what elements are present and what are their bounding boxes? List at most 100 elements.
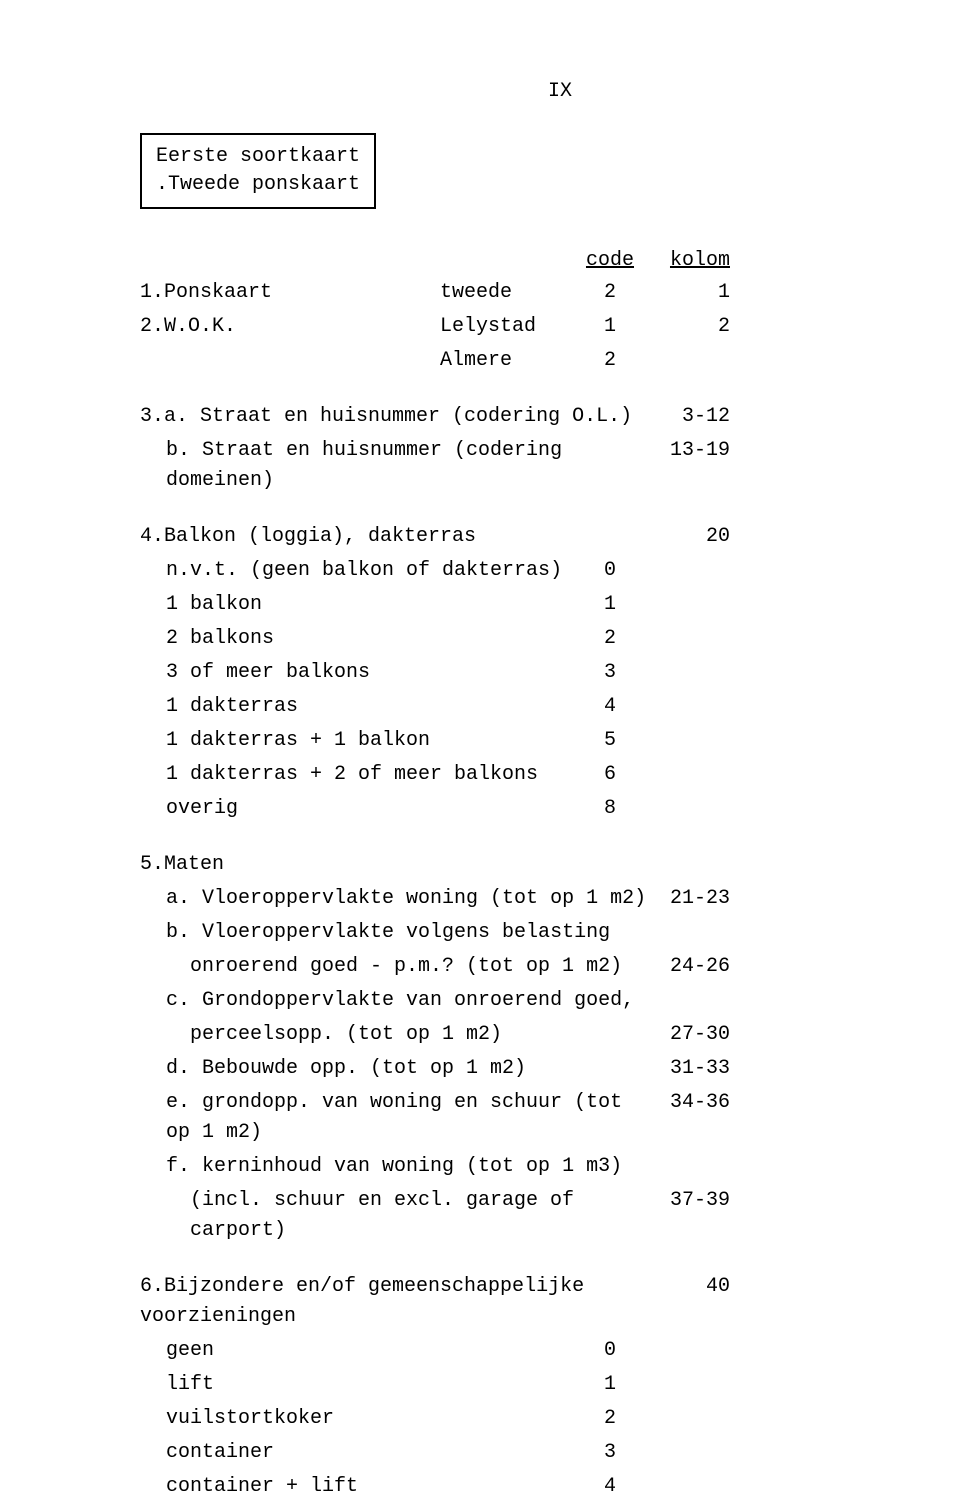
section4-item: 1 dakterras 4 [140, 692, 840, 722]
code: 1 [570, 1370, 650, 1400]
kolom: 31-33 [650, 1054, 730, 1084]
kolom: 34-36 [650, 1088, 730, 1148]
box-line-1: Eerste soortkaart [156, 143, 360, 171]
section6-item: container 3 [140, 1438, 840, 1468]
label: 2 balkons [140, 624, 570, 654]
code: 3 [570, 1438, 650, 1468]
label: 1 dakterras [140, 692, 570, 722]
kolom: 1 [650, 278, 730, 308]
section5-item: f. kerninhoud van woning (tot op 1 m3) [140, 1152, 840, 1182]
section5-item: a. Vloeroppervlakte woning (tot op 1 m2)… [140, 884, 840, 914]
row-3a: 3.a. Straat en huisnummer (codering O.L.… [140, 402, 840, 432]
section5-item: onroerend goed - p.m.? (tot op 1 m2) 24-… [140, 952, 840, 982]
label: 5.Maten [140, 850, 650, 880]
section4-item: 2 balkons 2 [140, 624, 840, 654]
kolom-header: kolom [670, 249, 730, 272]
kolom: 40 [650, 1272, 730, 1332]
row-6-title: 6.Bijzondere en/of gemeenschappelijke vo… [140, 1272, 840, 1332]
code: 1 [570, 312, 650, 342]
value: tweede [440, 278, 570, 308]
code: 8 [570, 794, 650, 824]
label: container [140, 1438, 570, 1468]
label: 1 dakterras + 2 of meer balkons [140, 760, 570, 790]
box-line-2: .Tweede ponskaart [156, 171, 360, 199]
label: d. Bebouwde opp. (tot op 1 m2) [140, 1054, 650, 1084]
kolom: 37-39 [650, 1186, 730, 1246]
kolom [650, 986, 730, 1016]
kolom: 27-30 [650, 1020, 730, 1050]
label: 4.Balkon (loggia), dakterras [140, 522, 650, 552]
label: c. Grondoppervlakte van onroerend goed, [140, 986, 650, 1016]
label: perceelsopp. (tot op 1 m2) [140, 1020, 650, 1050]
code: 2 [570, 346, 650, 376]
label: 6.Bijzondere en/of gemeenschappelijke vo… [140, 1272, 650, 1332]
code: 2 [570, 1404, 650, 1434]
card-type-box: Eerste soortkaart .Tweede ponskaart [140, 133, 376, 209]
label: container + lift [140, 1472, 570, 1502]
section4-item: 1 dakterras + 2 of meer balkons 6 [140, 760, 840, 790]
code: 4 [570, 692, 650, 722]
code: 2 [570, 624, 650, 654]
section6-item: vuilstortkoker 2 [140, 1404, 840, 1434]
kolom: 20 [650, 522, 730, 552]
code: 1 [570, 590, 650, 620]
label: (incl. schuur en excl. garage of carport… [140, 1186, 650, 1246]
kolom: 21-23 [650, 884, 730, 914]
code: 5 [570, 726, 650, 756]
code: 2 [570, 278, 650, 308]
section6-item: lift 1 [140, 1370, 840, 1400]
label: 3 of meer balkons [140, 658, 570, 688]
section4-item: 3 of meer balkons 3 [140, 658, 840, 688]
code-header: code [586, 249, 634, 272]
code: 0 [570, 1336, 650, 1366]
kolom [650, 918, 730, 948]
row-wok-2: Almere 2 [140, 346, 840, 376]
label: overig [140, 794, 570, 824]
section4-item: overig 8 [140, 794, 840, 824]
kolom: 2 [650, 312, 730, 342]
code: 4 [570, 1472, 650, 1502]
row-wok-1: 2.W.O.K. Lelystad 1 2 [140, 312, 840, 342]
label: vuilstortkoker [140, 1404, 570, 1434]
column-headers: code kolom [140, 249, 840, 272]
kolom: 24-26 [650, 952, 730, 982]
label: n.v.t. (geen balkon of dakterras) [140, 556, 570, 586]
row-5-title: 5.Maten [140, 850, 840, 880]
label: geen [140, 1336, 570, 1366]
section4-item: n.v.t. (geen balkon of dakterras) 0 [140, 556, 840, 586]
code: 3 [570, 658, 650, 688]
label: lift [140, 1370, 570, 1400]
label: 1.Ponskaart [140, 278, 440, 308]
code: 0 [570, 556, 650, 586]
section5-item: c. Grondoppervlakte van onroerend goed, [140, 986, 840, 1016]
section5-item: e. grondopp. van woning en schuur (tot o… [140, 1088, 840, 1148]
section5-item: (incl. schuur en excl. garage of carport… [140, 1186, 840, 1246]
label: onroerend goed - p.m.? (tot op 1 m2) [140, 952, 650, 982]
label: a. Vloeroppervlakte woning (tot op 1 m2) [140, 884, 650, 914]
section4-item: 1 balkon 1 [140, 590, 840, 620]
kolom [650, 1152, 730, 1182]
page-number: IX [280, 80, 840, 103]
row-3b: b. Straat en huisnummer (codering domein… [140, 436, 840, 496]
label: 1 balkon [140, 590, 570, 620]
section5-item: perceelsopp. (tot op 1 m2) 27-30 [140, 1020, 840, 1050]
label: 1 dakterras + 1 balkon [140, 726, 570, 756]
section5-item: b. Vloeroppervlakte volgens belasting [140, 918, 840, 948]
row-4-title: 4.Balkon (loggia), dakterras 20 [140, 522, 840, 552]
value: Lelystad [440, 312, 570, 342]
label: e. grondopp. van woning en schuur (tot o… [140, 1088, 650, 1148]
kolom: 3-12 [650, 402, 730, 432]
row-ponskaart: 1.Ponskaart tweede 2 1 [140, 278, 840, 308]
label: 2.W.O.K. [140, 312, 440, 342]
label: b. Straat en huisnummer (codering domein… [140, 436, 650, 496]
label: 3.a. Straat en huisnummer (codering O.L.… [140, 402, 650, 432]
section5-item: d. Bebouwde opp. (tot op 1 m2) 31-33 [140, 1054, 840, 1084]
value: Almere [440, 346, 570, 376]
kolom: 13-19 [650, 436, 730, 496]
label: b. Vloeroppervlakte volgens belasting [140, 918, 650, 948]
section6-item: geen 0 [140, 1336, 840, 1366]
label: f. kerninhoud van woning (tot op 1 m3) [140, 1152, 650, 1182]
section4-item: 1 dakterras + 1 balkon 5 [140, 726, 840, 756]
code: 6 [570, 760, 650, 790]
section6-item: container + lift 4 [140, 1472, 840, 1502]
